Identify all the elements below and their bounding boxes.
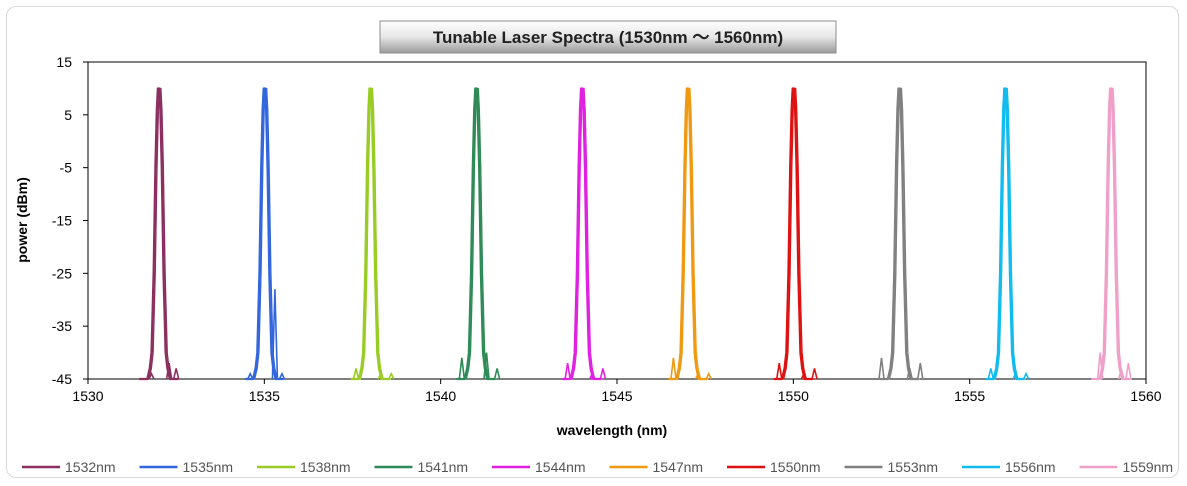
series-1553nm <box>878 87 924 381</box>
side-peak-1538nm <box>388 371 395 380</box>
side-peak-1541nm <box>458 357 466 380</box>
axis-ticks: 1530 1535 1540 1545 1550 1555 1560 -45 -35 -25 -15… <box>52 54 1162 404</box>
series-1559nm <box>1091 87 1132 381</box>
side-peak-1541nm <box>493 368 501 380</box>
spectrum-peak-trace-1535nm <box>246 87 286 380</box>
x-tick-label: 1540 <box>425 388 456 404</box>
spectrum-peak-1541nm <box>456 87 496 381</box>
y-tick-label: -45 <box>52 371 72 387</box>
series-1544nm <box>562 87 607 381</box>
spectrum-peak-trace-1556nm <box>987 87 1026 380</box>
side-peak-1532nm <box>165 363 173 380</box>
y-tick-label: -35 <box>52 318 72 334</box>
spectrum-peak-1556nm <box>985 87 1025 381</box>
series-1532nm <box>139 87 180 381</box>
series-1541nm <box>456 87 501 381</box>
side-peak-1532nm <box>148 371 155 380</box>
side-peak-1547nm <box>694 371 702 380</box>
y-tick-label: 15 <box>56 54 72 70</box>
spectrum-peak-1553nm <box>879 87 919 381</box>
y-tick-label: -25 <box>52 265 72 281</box>
chart-title-box <box>379 20 837 54</box>
side-peak-1553nm <box>917 363 924 380</box>
y-tick-label: 5 <box>64 107 72 123</box>
side-peak-1553nm <box>906 368 913 380</box>
legend-label-1550nm: 1550nm <box>770 459 821 475</box>
side-peak-1559nm <box>1118 368 1125 380</box>
legend-label-1544nm: 1544nm <box>535 459 586 475</box>
side-peak-1547nm <box>705 371 712 380</box>
spectrum-peak-trace-1553nm <box>881 87 921 380</box>
side-peak-1556nm <box>1022 371 1030 380</box>
spectrum-peak-1538nm <box>350 87 390 381</box>
plot-area <box>87 61 1147 380</box>
spectrum-peak-1544nm <box>562 87 602 381</box>
side-peak-1535nm <box>278 371 286 380</box>
side-peak-1544nm <box>564 363 571 380</box>
side-peak-1559nm <box>1096 352 1104 380</box>
series-1535nm <box>244 87 286 381</box>
spectrum-peak-trace-1544nm <box>563 87 603 380</box>
side-peak-1538nm <box>352 368 360 380</box>
spectrum-peak-trace-1538nm <box>352 87 392 380</box>
legend-label-1535nm: 1535nm <box>183 459 234 475</box>
spectrum-peak-trace-1532nm <box>140 87 180 380</box>
side-peak-1550nm <box>811 368 818 380</box>
spectrum-peak-trace-1559nm <box>1092 87 1132 380</box>
spectrum-peak-1547nm <box>668 87 707 381</box>
side-peak-1544nm <box>589 371 596 380</box>
side-peak-1556nm <box>987 368 995 380</box>
x-tick-label: 1550 <box>778 388 809 404</box>
legend-label-1532nm: 1532nm <box>65 459 116 475</box>
series-layer <box>139 87 1132 381</box>
side-peak-1535nm <box>271 289 279 380</box>
side-peak-1532nm <box>172 368 180 380</box>
legend-label-1538nm: 1538nm <box>300 459 351 475</box>
legend-label-1541nm: 1541nm <box>418 459 469 475</box>
series-1547nm <box>668 87 712 381</box>
y-axis-label: power (dBm) <box>14 177 30 263</box>
side-peak-1550nm <box>800 371 808 380</box>
x-tick-label: 1560 <box>1130 388 1161 404</box>
legend-label-1547nm: 1547nm <box>653 459 704 475</box>
side-peak-1553nm <box>878 357 885 380</box>
chart-title: Tunable Laser Spectra (1530nm ～ 1560nm) <box>433 28 783 47</box>
x-tick-label: 1530 <box>72 388 103 404</box>
spectrum-peak-1532nm <box>139 87 178 381</box>
spectrum-peak-trace-1547nm <box>669 87 709 380</box>
x-tick-label: 1555 <box>954 388 985 404</box>
y-tick-label: -15 <box>52 213 72 229</box>
legend: 1532nm 1535nm 1538nm 1541nm 1544nm 1547nm 1550… <box>22 459 1173 475</box>
side-peak-1535nm <box>247 371 254 380</box>
side-peak-1544nm <box>599 368 607 380</box>
series-1556nm <box>985 87 1030 381</box>
legend-label-1553nm: 1553nm <box>888 459 939 475</box>
legend-label-1559nm: 1559nm <box>1123 459 1174 475</box>
x-axis-label: wavelength (nm) <box>556 422 667 438</box>
side-peak-1559nm <box>1125 363 1132 380</box>
spectrum-peak-1559nm <box>1091 87 1131 381</box>
side-peak-1547nm <box>670 357 677 380</box>
side-peak-1556nm <box>1012 371 1019 380</box>
spectrum-peak-trace-1550nm <box>775 87 815 380</box>
series-1538nm <box>350 87 395 381</box>
x-tick-label: 1545 <box>601 388 632 404</box>
series-1550nm <box>773 87 818 381</box>
side-peak-1550nm <box>775 363 783 380</box>
side-peak-1538nm <box>377 371 384 380</box>
x-tick-label: 1535 <box>249 388 280 404</box>
spectrum-peak-1550nm <box>773 87 813 381</box>
side-peak-1541nm <box>483 352 490 380</box>
y-tick-label: -5 <box>60 160 73 176</box>
legend-label-1556nm: 1556nm <box>1005 459 1056 475</box>
